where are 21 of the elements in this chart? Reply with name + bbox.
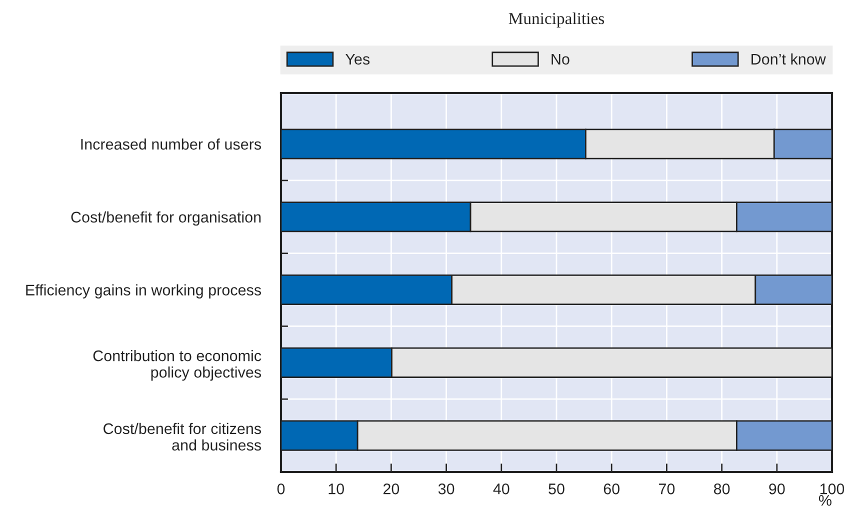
y-tick-label: Cost/benefit for citizens and business <box>104 422 262 451</box>
x-tick-label: 100 <box>820 484 844 494</box>
chart-title: Municipalities <box>508 12 604 28</box>
legend-label: Don’t know <box>752 53 826 65</box>
x-tick-label: 40 <box>493 484 510 494</box>
y-tick-label: Efficiency gains in working process <box>26 284 262 298</box>
y-tick-label: Increased number of users <box>81 138 262 150</box>
y-tick-label: Cost/benefit for organisation <box>71 211 261 226</box>
x-tick-label: 30 <box>438 484 454 494</box>
x-tick-label: 80 <box>714 484 730 494</box>
x-tick-label: 90 <box>769 484 785 494</box>
legend-label: No <box>552 54 570 65</box>
y-tick-label: Contribution to economic policy objectives <box>93 350 262 381</box>
x-axis-title: % <box>818 495 832 506</box>
x-tick-label: 10 <box>328 484 344 494</box>
x-tick-label: 0 <box>277 484 285 494</box>
x-tick-label: 70 <box>658 484 675 494</box>
legend-label: Yes <box>346 54 370 65</box>
x-tick-label: 20 <box>383 484 400 494</box>
x-tick-label: 60 <box>604 484 620 494</box>
x-tick-label: 50 <box>548 484 564 494</box>
